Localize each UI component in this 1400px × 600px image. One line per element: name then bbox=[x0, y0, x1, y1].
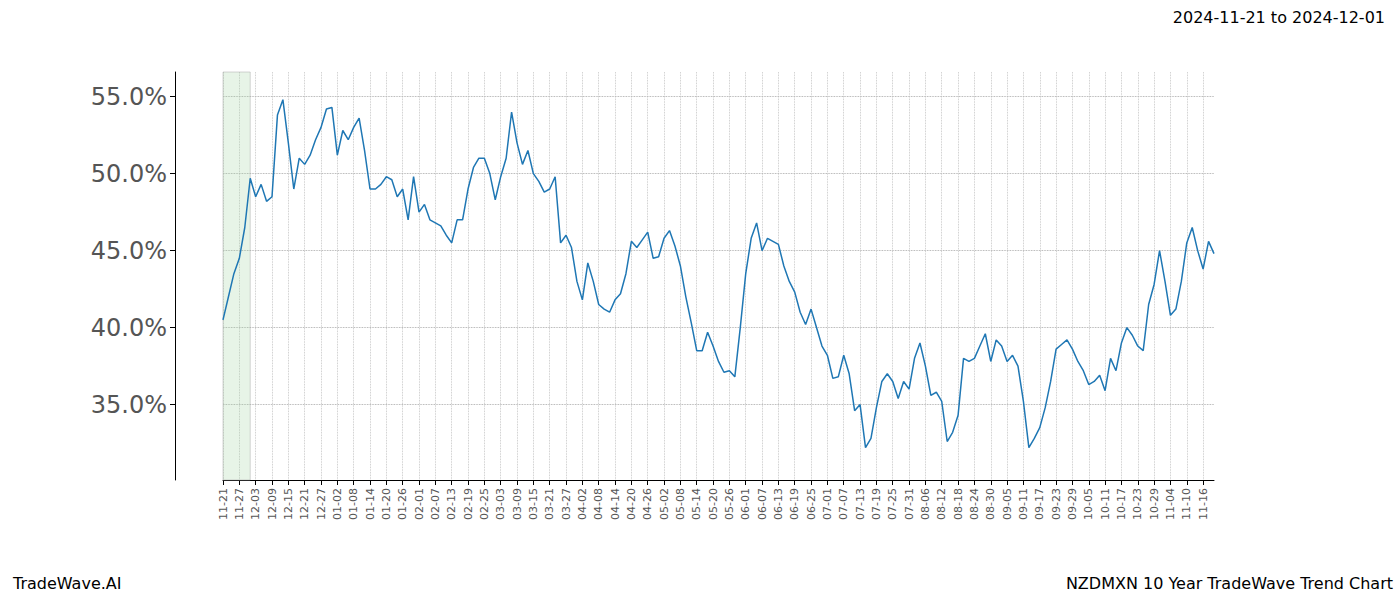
svg-text:06-13: 06-13 bbox=[772, 488, 785, 520]
svg-text:10-11: 10-11 bbox=[1099, 488, 1112, 520]
svg-text:05-02: 05-02 bbox=[658, 488, 671, 520]
svg-text:05-26: 05-26 bbox=[723, 488, 736, 520]
svg-text:03-15: 03-15 bbox=[527, 488, 540, 520]
svg-text:04-20: 04-20 bbox=[625, 488, 638, 520]
svg-text:08-06: 08-06 bbox=[919, 488, 932, 520]
svg-text:11-04: 11-04 bbox=[1164, 488, 1177, 520]
svg-text:01-08: 01-08 bbox=[347, 488, 360, 520]
svg-text:35.0%: 35.0% bbox=[91, 391, 167, 419]
svg-text:NZDMXN 10 Year TradeWave Trend: NZDMXN 10 Year TradeWave Trend Chart bbox=[1066, 574, 1393, 593]
svg-text:09-23: 09-23 bbox=[1050, 488, 1063, 520]
svg-text:07-31: 07-31 bbox=[903, 488, 916, 520]
svg-text:09-29: 09-29 bbox=[1066, 488, 1079, 520]
svg-text:09-05: 09-05 bbox=[1001, 488, 1014, 520]
svg-text:10-05: 10-05 bbox=[1082, 488, 1095, 520]
svg-text:01-02: 01-02 bbox=[331, 488, 344, 520]
svg-text:08-24: 08-24 bbox=[968, 488, 981, 520]
svg-text:TradeWave.AI: TradeWave.AI bbox=[12, 574, 121, 593]
svg-text:02-07: 02-07 bbox=[429, 488, 442, 520]
svg-text:03-27: 03-27 bbox=[560, 488, 573, 520]
svg-text:02-01: 02-01 bbox=[413, 488, 426, 520]
svg-text:11-21: 11-21 bbox=[217, 488, 230, 520]
svg-text:03-21: 03-21 bbox=[543, 488, 556, 520]
svg-text:05-14: 05-14 bbox=[690, 488, 703, 520]
svg-text:12-15: 12-15 bbox=[282, 488, 295, 520]
svg-text:01-14: 01-14 bbox=[364, 488, 377, 520]
svg-text:06-01: 06-01 bbox=[739, 488, 752, 520]
svg-text:05-20: 05-20 bbox=[707, 488, 720, 520]
svg-text:04-02: 04-02 bbox=[576, 488, 589, 520]
svg-text:10-17: 10-17 bbox=[1115, 488, 1128, 520]
svg-text:11-27: 11-27 bbox=[233, 488, 246, 520]
svg-text:12-27: 12-27 bbox=[315, 488, 328, 520]
svg-text:12-03: 12-03 bbox=[249, 488, 262, 520]
svg-text:07-07: 07-07 bbox=[837, 488, 850, 520]
svg-text:07-19: 07-19 bbox=[870, 488, 883, 520]
svg-text:04-14: 04-14 bbox=[609, 488, 622, 520]
svg-text:08-30: 08-30 bbox=[984, 488, 997, 520]
svg-text:02-13: 02-13 bbox=[445, 488, 458, 520]
svg-text:01-20: 01-20 bbox=[380, 488, 393, 520]
svg-text:06-07: 06-07 bbox=[756, 488, 769, 520]
svg-text:55.0%: 55.0% bbox=[91, 83, 167, 111]
svg-text:50.0%: 50.0% bbox=[91, 160, 167, 188]
svg-text:2024-11-21 to 2024-12-01: 2024-11-21 to 2024-12-01 bbox=[1173, 8, 1385, 27]
svg-text:01-26: 01-26 bbox=[396, 488, 409, 520]
svg-text:02-25: 02-25 bbox=[478, 488, 491, 520]
svg-text:12-09: 12-09 bbox=[266, 488, 279, 520]
svg-text:03-03: 03-03 bbox=[494, 488, 507, 520]
svg-text:45.0%: 45.0% bbox=[91, 237, 167, 265]
svg-text:04-26: 04-26 bbox=[641, 488, 654, 520]
svg-text:12-21: 12-21 bbox=[298, 488, 311, 520]
svg-text:10-23: 10-23 bbox=[1131, 488, 1144, 520]
svg-text:07-25: 07-25 bbox=[886, 488, 899, 520]
svg-text:07-01: 07-01 bbox=[821, 488, 834, 520]
svg-text:09-17: 09-17 bbox=[1033, 488, 1046, 520]
svg-text:02-19: 02-19 bbox=[462, 488, 475, 520]
svg-text:05-08: 05-08 bbox=[674, 488, 687, 520]
svg-text:11-16: 11-16 bbox=[1197, 488, 1210, 520]
svg-text:06-19: 06-19 bbox=[788, 488, 801, 520]
svg-text:07-13: 07-13 bbox=[854, 488, 867, 520]
svg-text:08-18: 08-18 bbox=[952, 488, 965, 520]
svg-text:08-12: 08-12 bbox=[935, 488, 948, 520]
svg-text:04-08: 04-08 bbox=[592, 488, 605, 520]
svg-text:11-10: 11-10 bbox=[1180, 488, 1193, 520]
svg-text:40.0%: 40.0% bbox=[91, 314, 167, 342]
svg-text:09-11: 09-11 bbox=[1017, 488, 1030, 520]
svg-text:06-25: 06-25 bbox=[805, 488, 818, 520]
svg-text:03-09: 03-09 bbox=[511, 488, 524, 520]
svg-text:10-29: 10-29 bbox=[1148, 488, 1161, 520]
